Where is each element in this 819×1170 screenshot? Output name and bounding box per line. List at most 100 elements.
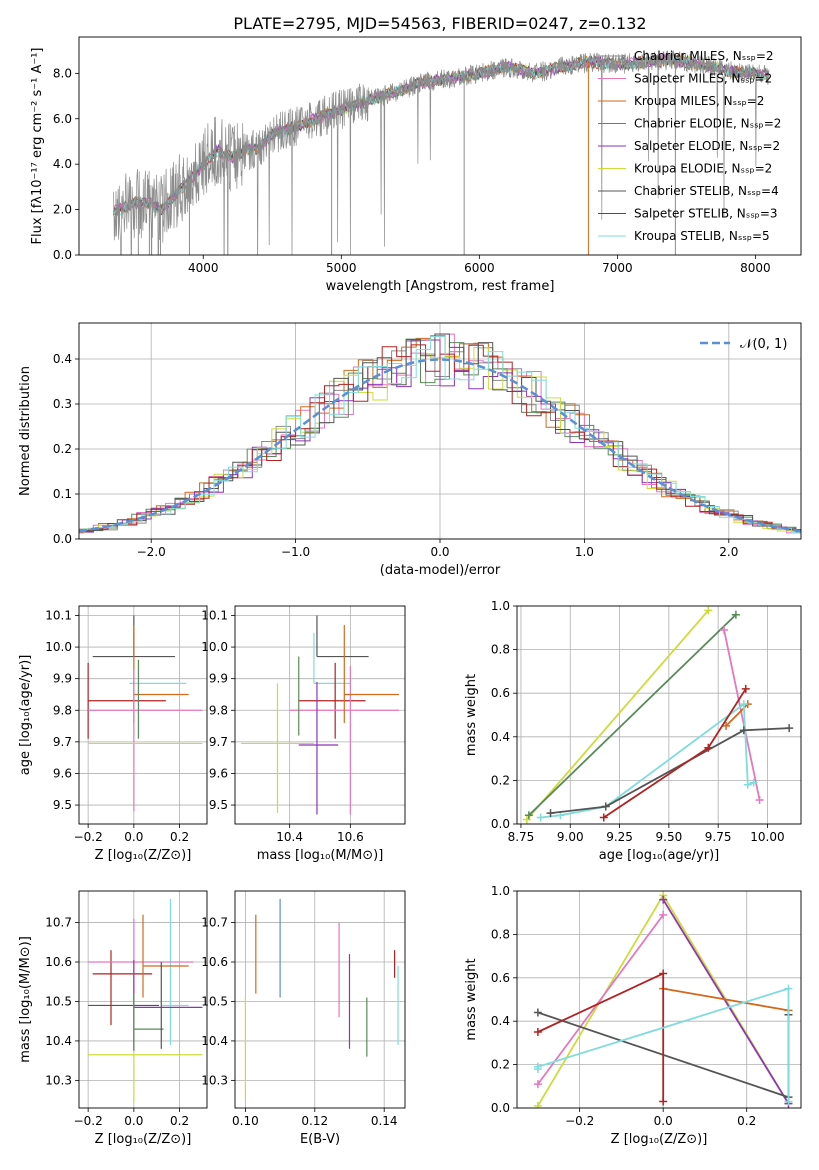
y-tick-label: 9.5	[53, 798, 72, 812]
x-tick-label: 10.6	[337, 830, 364, 844]
legend-label: Kroupa STELIB, Nₛₛₚ=5	[634, 229, 770, 243]
y-tick-label: 0.3	[53, 397, 72, 411]
plus-marker	[784, 1097, 793, 1106]
errorbar-point	[313, 632, 351, 685]
y-tick-label: 9.6	[53, 766, 72, 780]
y-tick-label: 10.6	[45, 955, 72, 969]
x-tick-label: −1.0	[281, 545, 310, 559]
y-tick-label: 10.4	[45, 1034, 72, 1048]
plus-marker	[659, 969, 668, 978]
plus-marker	[739, 726, 748, 735]
y-tick-label: 10.7	[201, 916, 228, 930]
grid-lines	[517, 890, 801, 1109]
weight-line	[537, 914, 664, 1085]
x-tick-label: 5000	[326, 261, 357, 275]
plot-area	[244, 898, 399, 1101]
y-axis-label: mass [log₁₀(M/M⊙)]	[18, 936, 33, 1063]
plus-marker	[659, 1097, 668, 1106]
y-tick-label: 6.0	[53, 112, 72, 126]
legend-label: Salpeter MILES, Nₛₛₚ=2	[634, 72, 772, 86]
axes-frame	[78, 605, 208, 825]
weight-line	[663, 987, 789, 1012]
y-tick-label: 2.0	[53, 203, 72, 217]
grid-lines	[79, 606, 207, 824]
plus-marker	[522, 815, 531, 824]
x-tick-label: 0.0	[124, 830, 143, 844]
x-axis-label: (data-model)/error	[380, 563, 501, 578]
y-tick-label: 9.9	[209, 672, 228, 686]
y-tick-label: 0.2	[53, 442, 72, 456]
y-tick-label: 9.7	[209, 735, 228, 749]
y-tick-label: 10.5	[201, 994, 228, 1008]
x-tick-label: 6000	[464, 261, 495, 275]
age-vs-metallicity-panel: −0.2 0.0 0.2 9.5 9.6 9.7 9.8 9.9 10.0 10.1 Z [log₁…	[18, 605, 208, 863]
x-tick-label: 0.2	[737, 1114, 756, 1128]
plus-marker	[659, 910, 668, 919]
x-tick-label: 0.12	[301, 1114, 328, 1128]
y-tick-label: 0.0	[491, 817, 510, 831]
y-tick-label: 10.6	[201, 955, 228, 969]
figure-title: PLATE=2795, MJD=54563, FIBERID=0247, z=0…	[233, 14, 646, 33]
y-tick-label: 9.8	[53, 703, 72, 717]
x-tick-label: 9.50	[656, 830, 683, 844]
y-tick-label: 10.3	[201, 1073, 228, 1087]
axes-frame	[78, 36, 802, 256]
y-tick-label: 10.5	[45, 994, 72, 1008]
y-tick-label: 0.4	[53, 352, 72, 366]
y-tick-label: 9.6	[209, 766, 228, 780]
y-axis-label: mass weight	[464, 958, 479, 1040]
spectrum-legend: Chabrier MILES, Nₛₛₚ=2 Salpeter MILES, Nₛ…	[598, 49, 781, 243]
errorbar-point	[133, 993, 164, 1049]
plus-marker	[731, 610, 740, 619]
axes-frame	[234, 605, 406, 825]
y-tick-label: 10.7	[45, 916, 72, 930]
x-axis-label: mass [log₁₀(M/M⊙)]	[257, 848, 384, 863]
y-tick-label: 0.0	[491, 1101, 510, 1115]
axes-frame	[78, 322, 802, 540]
weight-line	[537, 972, 665, 1102]
plus-marker	[739, 700, 748, 709]
errorbar-point	[343, 624, 399, 723]
weight-line	[550, 727, 790, 814]
y-tick-label: 10.4	[201, 1034, 228, 1048]
plus-marker	[784, 984, 793, 993]
errorbar-point	[133, 624, 189, 723]
x-tick-label: 9.25	[606, 830, 633, 844]
plot-area	[241, 615, 399, 815]
errorbar-point	[298, 681, 339, 815]
y-tick-label: 10.0	[201, 640, 228, 654]
age-vs-mass-panel: 10.4 10.6 9.5 9.6 9.7 9.8 9.9 10.0 10.1 mass [log…	[201, 605, 406, 863]
y-tick-label: 0.8	[491, 643, 510, 657]
plus-marker	[524, 811, 533, 820]
spectrum-panel: 4000 5000 6000 7000 8000 0.0 2.0 4.0 6.0 8.0 wavel…	[30, 36, 802, 294]
x-tick-label: 0.2	[170, 1114, 189, 1128]
plus-marker	[722, 721, 731, 730]
plus-marker	[601, 802, 610, 811]
legend-label: Salpeter STELIB, Nₛₛₚ=3	[634, 207, 778, 221]
y-tick-label: 0.6	[491, 686, 510, 700]
plus-marker	[755, 796, 764, 805]
plus-marker	[704, 743, 713, 752]
x-tick-label: 9.00	[557, 830, 584, 844]
y-tick-label: 0.0	[53, 532, 72, 546]
y-tick-label: 10.1	[201, 608, 228, 622]
x-axis-label: wavelength [Angstrom, rest frame]	[326, 279, 555, 294]
plot-area	[88, 898, 203, 1103]
y-tick-label: 0.2	[491, 1058, 510, 1072]
x-tick-label: 10.4	[276, 830, 303, 844]
x-tick-label: 9.75	[705, 830, 732, 844]
y-tick-label: 8.0	[53, 66, 72, 80]
errorbar-point	[161, 898, 189, 1045]
x-tick-label: 0.0	[124, 1114, 143, 1128]
weight-line	[540, 702, 755, 819]
plus-marker	[533, 1101, 542, 1108]
legend-label: Chabrier MILES, Nₛₛₚ=2	[634, 49, 774, 63]
plus-marker	[659, 895, 668, 904]
grid-lines	[235, 606, 405, 824]
weight-line	[662, 899, 790, 1105]
plus-marker	[546, 809, 555, 818]
legend-label: Salpeter ELODIE, Nₛₛₚ=2	[634, 139, 780, 153]
y-axis-label: age [log₁₀(age/yr)]	[18, 655, 33, 776]
x-tick-label: 8000	[740, 261, 771, 275]
y-tick-label: 9.7	[53, 735, 72, 749]
